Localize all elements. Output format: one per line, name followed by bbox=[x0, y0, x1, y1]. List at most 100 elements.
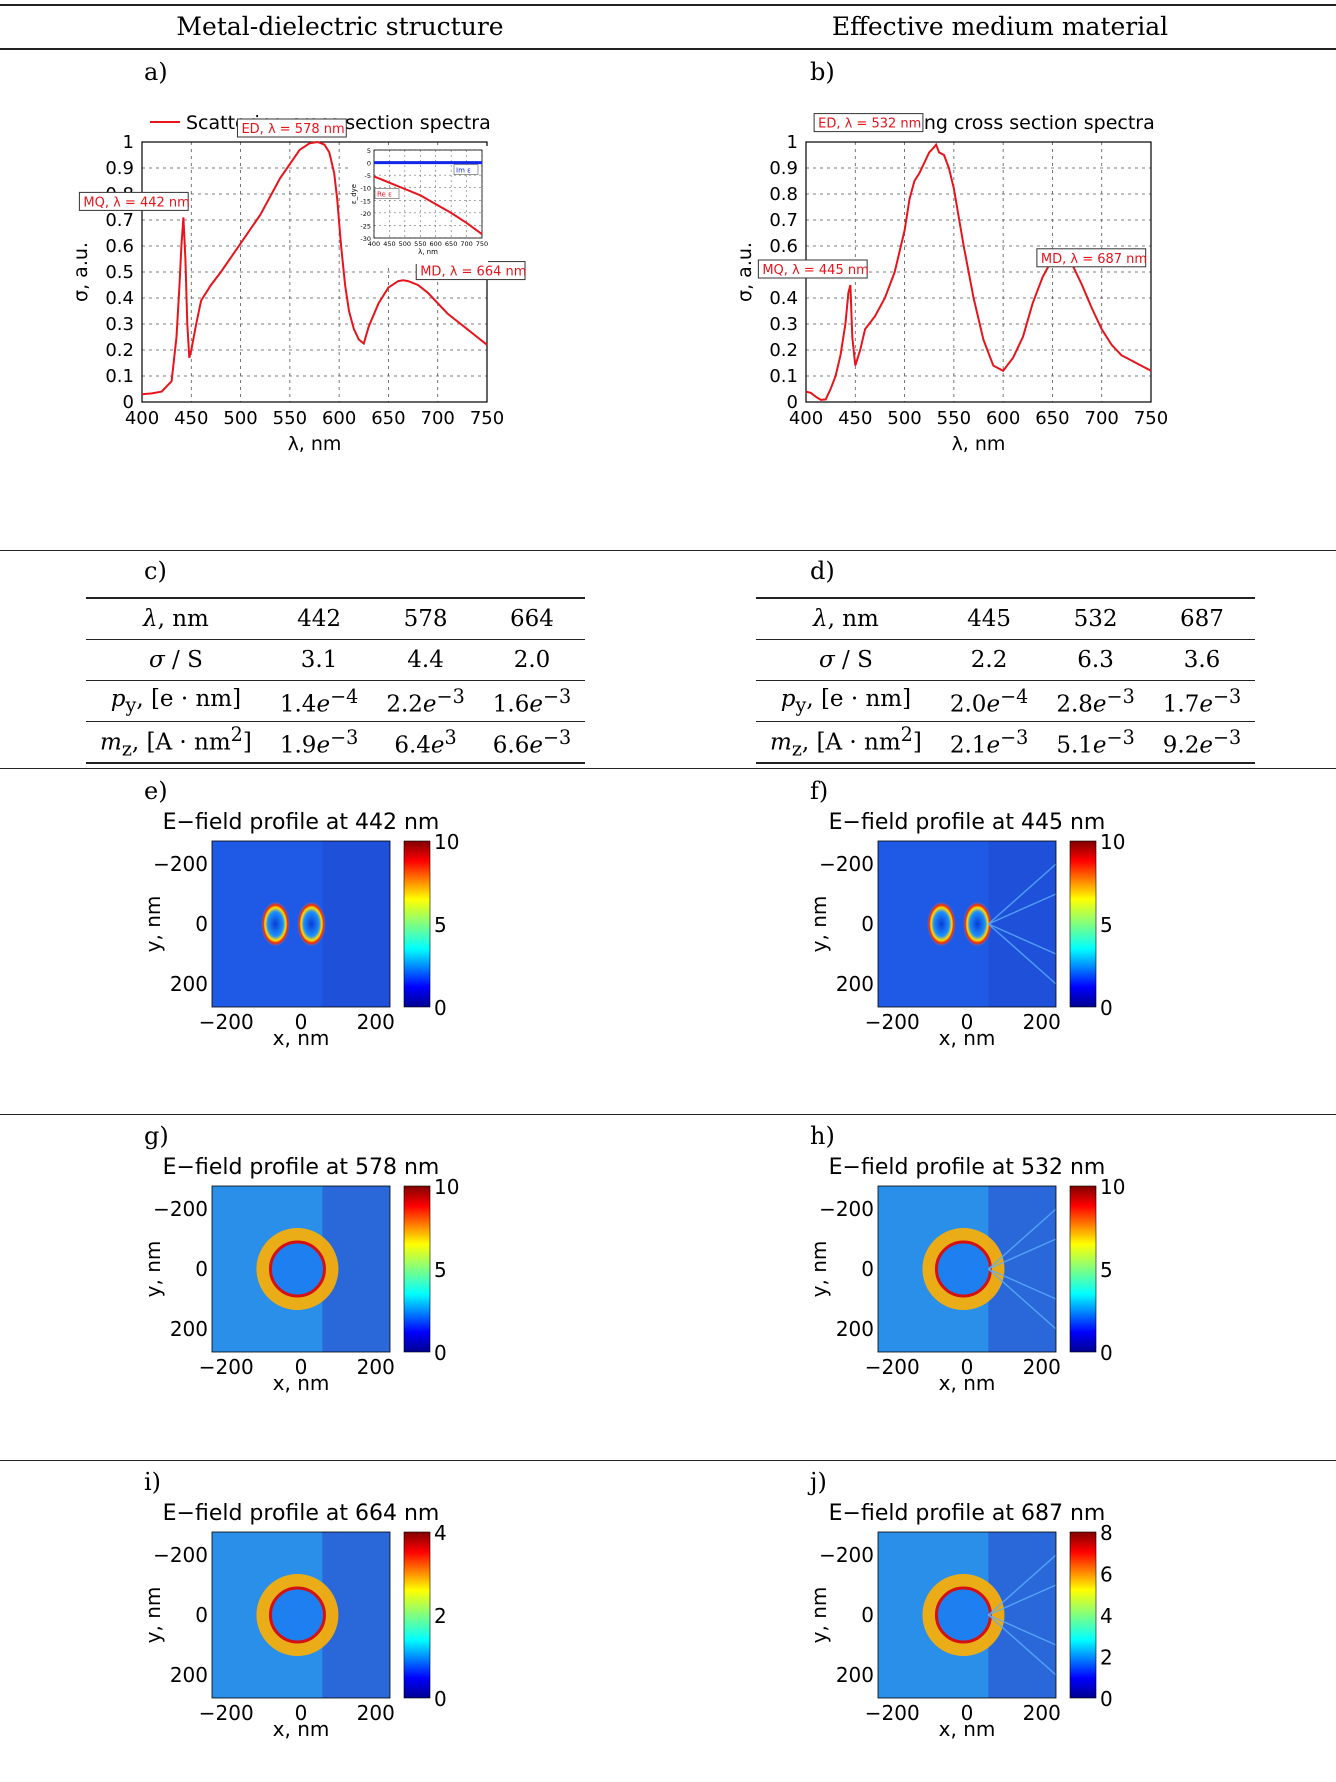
particle-edge bbox=[934, 1586, 992, 1644]
particle-edge bbox=[934, 1240, 992, 1298]
row-label: σ / S bbox=[86, 639, 266, 681]
colorbar-tick-label: 10 bbox=[434, 830, 459, 854]
x-axis-label: λ, nm bbox=[288, 433, 342, 455]
annotation-box bbox=[236, 118, 347, 138]
diffraction-ray bbox=[988, 923, 1057, 955]
inset-x-tick: 450 bbox=[383, 240, 395, 248]
panel-label-e: e) bbox=[144, 777, 168, 805]
y-tick-label: 0.2 bbox=[105, 340, 134, 361]
cell-value: 442 bbox=[265, 597, 373, 640]
inset-x-tick: 600 bbox=[430, 240, 442, 248]
colorbar-tick-label: 4 bbox=[434, 1521, 447, 1545]
colorbar bbox=[403, 1185, 431, 1353]
hotspot-left bbox=[927, 902, 956, 946]
x-tick-label: 550 bbox=[937, 408, 971, 429]
y-tick-label: 200 bbox=[170, 1663, 208, 1687]
y-tick-label: −200 bbox=[153, 1543, 208, 1567]
inset-y-label: ε_dye bbox=[350, 184, 358, 204]
y-axis-label: y, nm bbox=[141, 1587, 165, 1644]
annotation-label: MD, λ = 664 nm bbox=[420, 265, 526, 280]
inset-x-tick: 700 bbox=[460, 240, 472, 248]
field-ring bbox=[922, 1574, 1005, 1656]
table-row: σ / S 2.2 6.3 3.6 bbox=[756, 639, 1256, 681]
diffraction-ray bbox=[987, 1208, 1057, 1270]
y-tick-label: 0.7 bbox=[769, 210, 798, 231]
cell-value: 2.0 bbox=[478, 639, 586, 681]
scattering-chart-a: Scattering cross section spectra40045050… bbox=[70, 112, 526, 455]
particle-core bbox=[937, 1589, 990, 1641]
panel-label-b: b) bbox=[810, 58, 835, 86]
annotation-label: ED, λ = 578 nm bbox=[241, 122, 344, 137]
right-column-title: Effective medium material bbox=[831, 12, 1169, 41]
y-tick-label: 0.9 bbox=[105, 158, 134, 179]
cell-value: 1.4e−4 bbox=[265, 680, 373, 722]
panel-label-g: g) bbox=[144, 1122, 169, 1150]
y-tick-label: 0.1 bbox=[769, 366, 798, 387]
header-rule bbox=[0, 48, 1336, 50]
field-ring bbox=[922, 1228, 1005, 1310]
row-label: λ, nm bbox=[756, 597, 936, 640]
colorbar-tick-label: 0 bbox=[434, 1687, 447, 1711]
y-tick-label: 200 bbox=[170, 972, 208, 996]
x-axis-label: λ, nm bbox=[952, 433, 1006, 455]
plot-frame bbox=[877, 1185, 1057, 1353]
colorbar-tick-label: 5 bbox=[1100, 1258, 1113, 1282]
x-tick-label: 0 bbox=[295, 1355, 308, 1379]
y-tick-label: −200 bbox=[819, 852, 874, 876]
row-label: py, [e · nm] bbox=[756, 680, 936, 722]
diffraction-ray bbox=[988, 1584, 1057, 1616]
y-tick-label: 0 bbox=[861, 1603, 874, 1627]
row-label: py, [e · nm] bbox=[86, 680, 266, 722]
x-tick-label: −200 bbox=[199, 1355, 254, 1379]
x-tick-label: 400 bbox=[125, 408, 159, 429]
y-tick-label: 0.7 bbox=[105, 210, 134, 231]
row-label: λ, nm bbox=[86, 597, 266, 640]
x-tick-label: 200 bbox=[357, 1701, 395, 1725]
colorbar-tick-label: 10 bbox=[1100, 1175, 1125, 1199]
y-tick-label: 200 bbox=[836, 1317, 874, 1341]
row-label: mz, [A · nm2] bbox=[86, 721, 266, 764]
y-tick-label: 0.5 bbox=[105, 262, 134, 283]
field-ring bbox=[256, 1574, 339, 1656]
top-rule bbox=[0, 4, 1336, 6]
diffraction-ray bbox=[988, 1238, 1057, 1270]
inset-series-label: Im ε bbox=[456, 167, 471, 175]
scattering-chart-b: Scattering cross section spectra 400 450 50… bbox=[734, 112, 1168, 455]
x-tick-label: −200 bbox=[865, 1355, 920, 1379]
plot-frame bbox=[211, 840, 391, 1008]
field-ring bbox=[256, 1228, 339, 1310]
x-tick-label: 750 bbox=[1134, 408, 1168, 429]
annotation-box bbox=[1036, 248, 1147, 268]
inset-y-tick: 0 bbox=[367, 160, 371, 168]
particle-core bbox=[271, 1589, 324, 1641]
y-tick-label: −200 bbox=[819, 1197, 874, 1221]
table-row: σ / S 3.1 4.4 2.0 bbox=[86, 639, 586, 681]
panel-label-f: f) bbox=[810, 777, 829, 805]
y-tick-label: 0 bbox=[195, 1603, 208, 1627]
diffraction-ray bbox=[987, 863, 1057, 925]
x-tick-label: 0 bbox=[295, 1010, 308, 1034]
particle-edge bbox=[268, 1240, 326, 1298]
y-tick-label: 200 bbox=[836, 972, 874, 996]
y-tick-label: 0.6 bbox=[769, 236, 798, 257]
inset-y-tick: -15 bbox=[360, 197, 371, 205]
y-tick-label: 0.8 bbox=[769, 184, 798, 205]
inset-y-tick: -10 bbox=[360, 185, 371, 193]
annotation-box bbox=[757, 259, 868, 279]
x-tick-label: 750 bbox=[470, 408, 504, 429]
y-tick-label: 1 bbox=[123, 132, 134, 153]
inset-x-tick: 650 bbox=[445, 240, 457, 248]
x-tick-label: 200 bbox=[357, 1010, 395, 1034]
x-tick-label: 650 bbox=[1035, 408, 1069, 429]
x-axis-label: x, nm bbox=[273, 1026, 330, 1050]
cell-value: 2.1e−3 bbox=[935, 721, 1043, 764]
panel-label-h: h) bbox=[810, 1122, 835, 1150]
y-axis-label: y, nm bbox=[141, 1241, 165, 1298]
colorbar-tick-label: 4 bbox=[1100, 1604, 1113, 1628]
cell-value: 532 bbox=[1042, 597, 1149, 640]
row-label: mz, [A · nm2] bbox=[756, 721, 936, 764]
cell-value: 2.2 bbox=[935, 639, 1043, 681]
colorbar-tick-label: 8 bbox=[1100, 1521, 1113, 1545]
colorbar-tick-label: 0 bbox=[1100, 1341, 1113, 1365]
cell-value: 4.4 bbox=[372, 639, 479, 681]
